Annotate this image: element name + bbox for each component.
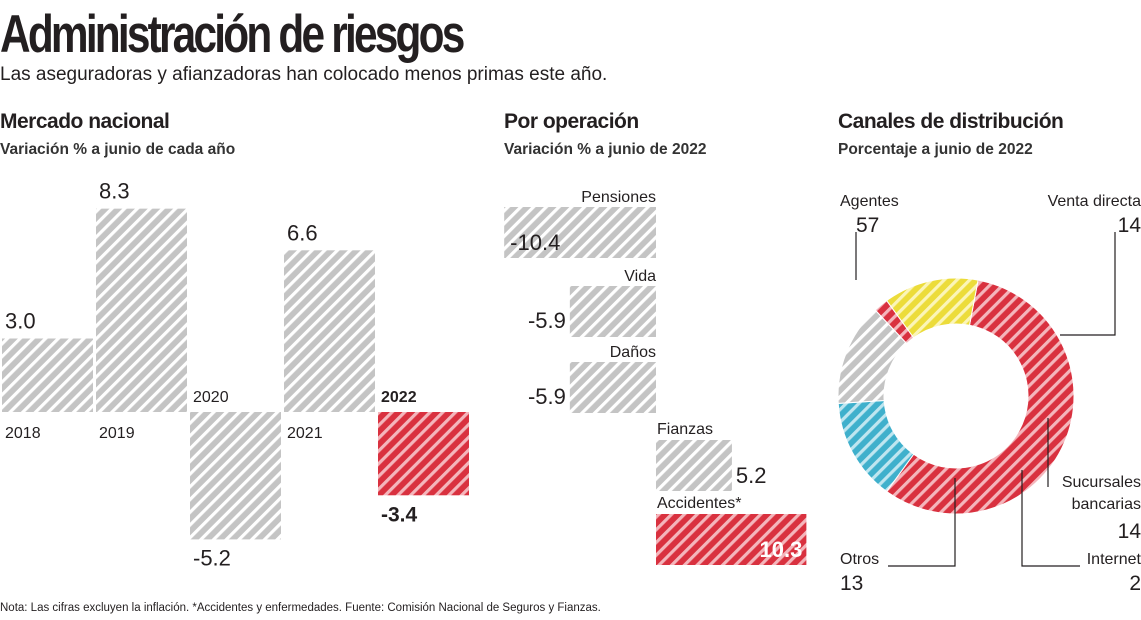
mercado-bar-2018 bbox=[2, 338, 93, 412]
canales-chart: Agentes 57 Venta directa 14 Sucursales bancar… bbox=[837, 193, 1141, 595]
donut-value-label: 14 bbox=[1118, 520, 1141, 543]
donut-value-label: 57 bbox=[856, 214, 879, 237]
mercado-chart: 3.0 2018 8.3 2019 -5.2 2020 6.6 2021 -3.4 2022 bbox=[2, 179, 469, 570]
operacion-category-label: Fianzas bbox=[657, 421, 713, 438]
canales-subtitle: Porcentaje a junio de 2022 bbox=[838, 141, 1033, 158]
operacion-bar-5 bbox=[656, 514, 807, 565]
operacion-title: Por operación bbox=[504, 110, 639, 133]
donut-leader-line bbox=[1021, 470, 1080, 567]
operacion-value-label: -5.9 bbox=[528, 308, 566, 333]
operacion-bar-3 bbox=[569, 362, 656, 413]
donut-value-label: 13 bbox=[840, 572, 863, 595]
donut-category-label: Sucursales bancarias bbox=[1062, 474, 1141, 513]
mercado-value-label: -5.2 bbox=[193, 545, 231, 570]
mercado-value-label: 6.6 bbox=[287, 220, 318, 245]
donut-category-label: Venta directa bbox=[1048, 193, 1141, 210]
mercado-value-label: 3.0 bbox=[5, 309, 36, 334]
mercado-title: Mercado nacional bbox=[0, 110, 170, 133]
canales-title: Canales de distribución bbox=[838, 110, 1064, 133]
mercado-category-label: 2020 bbox=[193, 389, 229, 406]
operacion-category-label: Accidentes* bbox=[657, 495, 742, 512]
operacion-chart: Pensiones -10.4 Vida -5.9 Daños -5.9 Fianzas 5.… bbox=[504, 189, 807, 565]
mercado-bar-2019 bbox=[96, 208, 187, 412]
mercado-bar-2020 bbox=[190, 412, 281, 540]
operacion-category-label: Vida bbox=[624, 268, 656, 285]
donut-leader-line bbox=[1060, 232, 1116, 336]
mercado-value-label: 8.3 bbox=[99, 179, 130, 204]
mercado-bar-2022 bbox=[378, 412, 469, 496]
mercado-subtitle: Variación % a junio de cada año bbox=[0, 141, 236, 158]
donut-slice-5 bbox=[885, 277, 979, 339]
donut-slice-1 bbox=[885, 279, 1075, 515]
donut-value-label: 14 bbox=[1118, 214, 1141, 237]
operacion-value-label: 10.3 bbox=[760, 537, 803, 562]
footnote: Nota: Las cifras excluyen la inflación. … bbox=[0, 602, 601, 614]
mercado-value-label: -3.4 bbox=[381, 503, 418, 526]
mercado-category-label: 2019 bbox=[99, 425, 135, 442]
operacion-category-label: Daños bbox=[610, 344, 656, 361]
donut-category-label: Agentes bbox=[840, 193, 899, 210]
page-title: Administración de riesgos bbox=[0, 5, 465, 64]
donut-value-label: 2 bbox=[1129, 572, 1141, 595]
mercado-category-label: 2022 bbox=[381, 389, 417, 406]
page-subtitle: Las aseguradoras y afianzadoras han colo… bbox=[0, 64, 608, 85]
donut-category-label: Internet bbox=[1087, 551, 1141, 568]
donut-category-label: Otros bbox=[840, 551, 879, 568]
operacion-bar-2 bbox=[569, 286, 656, 337]
operacion-subtitle: Variación % a junio de 2022 bbox=[504, 141, 707, 158]
operacion-bar-1 bbox=[504, 207, 656, 258]
operacion-category-label: Pensiones bbox=[581, 189, 656, 206]
mercado-category-label: 2021 bbox=[287, 425, 323, 442]
mercado-bar-2021 bbox=[284, 250, 375, 412]
mercado-category-label: 2018 bbox=[5, 425, 41, 442]
operacion-value-label: 5.2 bbox=[736, 463, 767, 488]
operacion-bar-4 bbox=[656, 440, 732, 491]
donut-leader-line bbox=[888, 478, 956, 567]
operacion-value-label: -10.4 bbox=[510, 230, 560, 255]
operacion-value-label: -5.9 bbox=[528, 384, 566, 409]
